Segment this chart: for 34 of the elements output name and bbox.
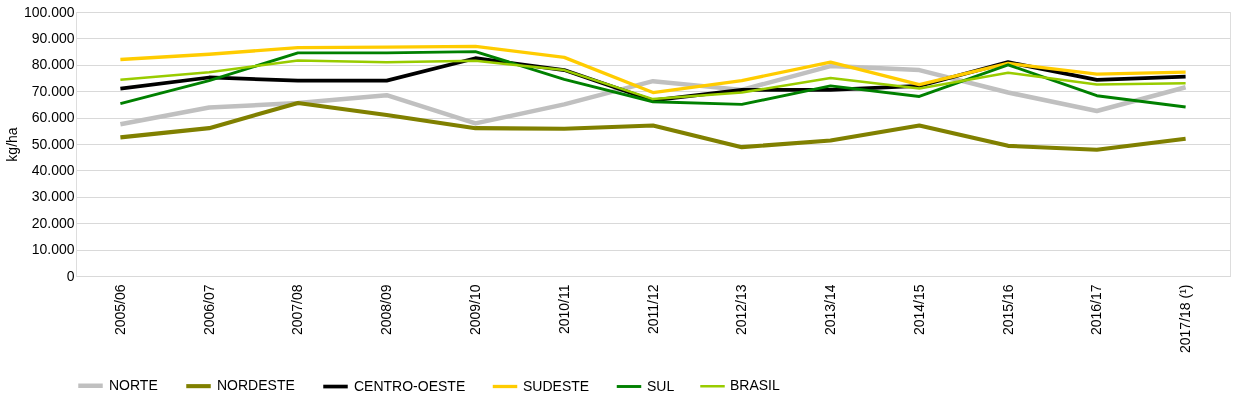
y-tick-label: 30.000 (31, 188, 75, 205)
y-tick-label: 100.000 (23, 3, 75, 20)
x-tick-label: 2010/11 (555, 284, 572, 335)
x-tick-label: 2007/08 (289, 284, 306, 336)
y-tick-label: 70.000 (31, 82, 75, 99)
legend-label: CENTRO-OESTE (354, 377, 466, 394)
legend-label: BRASIL (730, 377, 781, 394)
legend-label: SUL (647, 377, 675, 394)
x-tick-label: 2016/17 (1088, 284, 1105, 336)
y-tick-label: 90.000 (31, 29, 75, 46)
x-tick-label: 2006/07 (200, 284, 217, 336)
y-tick-label: 0 (66, 267, 75, 284)
legend-label: NORDESTE (217, 377, 295, 394)
x-tick-label: 2012/13 (733, 284, 750, 336)
y-tick-label: 10.000 (31, 241, 75, 258)
x-tick-label: 2008/09 (378, 284, 395, 336)
y-tick-label: 80.000 (31, 56, 75, 73)
x-tick-label: 2013/14 (822, 284, 839, 336)
x-tick-label: 2014/15 (910, 284, 927, 336)
x-tick-label: 2009/10 (466, 284, 483, 336)
x-tick-label: 2017/18 (¹) (1177, 284, 1194, 353)
line-series (118, 50, 1188, 109)
legend-label: NORTE (109, 376, 158, 393)
y-tick-label: 40.000 (31, 161, 75, 178)
y-axis-title: kg/ha (3, 127, 20, 162)
x-tick-label: 2011/12 (644, 284, 661, 335)
y-tick-label: 20.000 (31, 214, 75, 231)
line-series (118, 44, 1188, 95)
line-series (118, 101, 1188, 152)
y-tick-label: 60.000 (31, 109, 75, 126)
x-tick-label: 2005/06 (111, 284, 128, 336)
y-tick-label: 50.000 (31, 135, 75, 152)
x-tick-label: 2015/16 (999, 284, 1016, 336)
legend-label: SUDESTE (523, 377, 590, 394)
